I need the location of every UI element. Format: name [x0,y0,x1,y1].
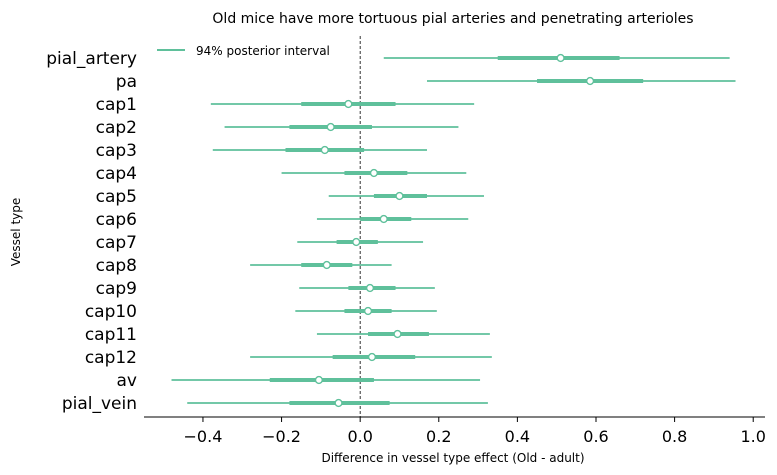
mean-point-cap10 [363,306,373,316]
x-tick-label: −0.2 [262,427,301,446]
y-tick-label: cap9 [96,279,137,299]
x-tick-label: 0.8 [662,427,687,446]
mean-point-cap5 [395,191,404,201]
mean-point-cap9 [365,283,375,293]
legend: 94% posterior interval [157,44,330,58]
x-axis-ticks: −0.4 −0.2 0.0 0.2 0.4 0.6 0.8 1.0 [184,417,766,446]
y-tick-label: pial_artery [46,49,137,69]
x-axis-label: Difference in vessel type effect (Old - … [321,451,584,465]
mean-point-pa [585,76,595,86]
x-tick-label: 0.4 [505,427,530,446]
y-tick-label: pial_vein [62,394,137,414]
mean-point-cap2 [326,122,335,132]
y-tick-label: cap10 [85,302,137,322]
chart-title: Old mice have more tortuous pial arterie… [212,11,693,27]
y-tick-label: cap11 [85,325,137,345]
x-tick-label: 0.6 [583,427,608,446]
mean-point-cap3 [320,145,329,155]
y-tick-label: cap4 [96,164,137,184]
x-tick-label: 0.0 [347,427,372,446]
mean-point-cap7 [352,237,361,247]
interval-group [171,53,736,408]
mean-point-cap12 [367,352,377,362]
y-tick-label: cap6 [96,210,137,230]
y-tick-label: cap1 [96,95,137,115]
mean-point-cap6 [379,214,388,224]
y-tick-label: cap5 [96,187,137,207]
legend-label: 94% posterior interval [196,44,330,58]
y-tick-label: cap8 [96,256,137,276]
y-tick-label: cap3 [96,141,137,161]
mean-point-cap1 [344,99,353,109]
mean-point-cap8 [322,260,331,270]
x-tick-label: 1.0 [740,427,765,446]
y-tick-label: av [117,371,137,391]
y-tick-label: cap12 [85,348,137,368]
mean-point-pial_artery [556,53,565,63]
mean-point-cap11 [393,329,402,339]
y-tick-label: pa [116,72,137,92]
mean-point-cap4 [369,168,379,178]
y-axis-label: Vessel type [9,198,23,267]
mean-point-av [314,375,324,385]
x-tick-label: 0.2 [426,427,451,446]
x-tick-label: −0.4 [184,427,223,446]
mean-point-pial_vein [334,398,343,408]
y-tick-label: cap2 [96,118,137,138]
y-tick-label: cap7 [96,233,137,253]
